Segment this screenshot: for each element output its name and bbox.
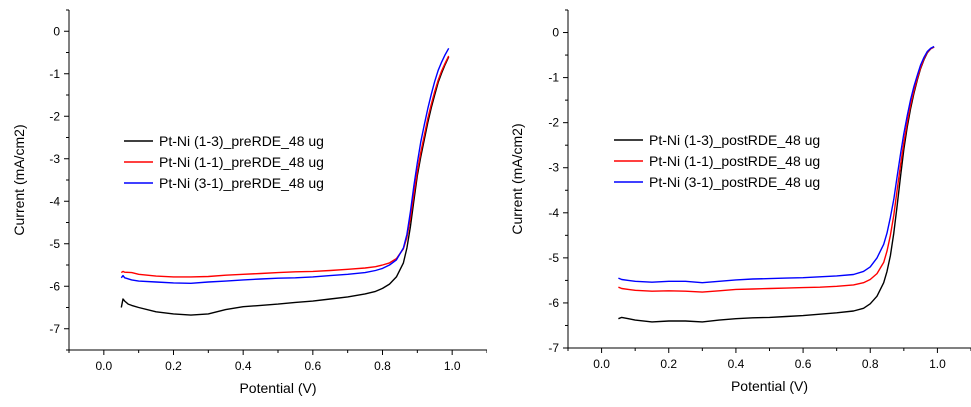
chart-right-svg: 0.0 0.2 0.4 0.6 0.8 1.0 0 -1 -2 -3 -4 -5 -6 -7 Potenti…	[509, 9, 971, 394]
x-tick-label: 0.6	[795, 357, 812, 371]
y-tick-label: -2	[548, 116, 559, 130]
chart-left-svg: 0.0 0.2 0.4 0.6 0.8 1.0 0 -1 -2 -3 -4 -5 -6 -7 Potenti…	[11, 9, 488, 396]
legend-label-3: Pt-Ni (3-1)_preRDE_48 ug	[159, 175, 324, 191]
chart-right: 0.0 0.2 0.4 0.6 0.8 1.0 0 -1 -2 -3 -4 -5 -6 -7 Potenti…	[487, 0, 971, 402]
x-tick-label: 0.8	[862, 357, 879, 371]
x-tick-label: 0.2	[660, 357, 677, 371]
y-tick-label: -7	[49, 322, 60, 336]
series-line-3	[120, 47, 450, 284]
y-axis-label: Current (mA/cm2)	[11, 124, 27, 235]
x-tick-label: 1.0	[444, 359, 461, 373]
y-tick-label: -1	[548, 71, 559, 85]
y-tick-label: -6	[548, 296, 559, 310]
x-tick-label: 0.6	[304, 359, 321, 373]
x-tick-label: 0.8	[374, 359, 391, 373]
y-tick-label: -1	[49, 67, 60, 81]
legend-label-2: Pt-Ni (1-1)_postRDE_48 ug	[649, 153, 820, 169]
legend-label-2: Pt-Ni (1-1)_preRDE_48 ug	[159, 154, 324, 170]
y-tick-label: -4	[548, 206, 559, 220]
x-axis-label: Potential (V)	[731, 378, 808, 394]
y-tick-label: -6	[49, 279, 60, 293]
x-tick-label: 0.4	[728, 357, 745, 371]
legend-label-3: Pt-Ni (3-1)_postRDE_48 ug	[649, 174, 820, 190]
legend-label-1: Pt-Ni (1-3)_preRDE_48 ug	[159, 133, 324, 149]
y-tick-label: 0	[53, 24, 60, 38]
y-tick-label: -3	[548, 161, 559, 175]
y-tick-label: -3	[49, 152, 60, 166]
x-tick-label: 0.0	[593, 357, 610, 371]
y-tick-label: -7	[548, 341, 559, 355]
y-tick-label: -2	[49, 109, 60, 123]
chart-left: 0.0 0.2 0.4 0.6 0.8 1.0 0 -1 -2 -3 -4 -5 -6 -7 Potenti…	[0, 0, 488, 402]
y-tick-label: 0	[552, 26, 559, 40]
x-tick-label: 0.4	[235, 359, 252, 373]
x-tick-label: 0.0	[95, 359, 112, 373]
legend-label-1: Pt-Ni (1-3)_postRDE_48 ug	[649, 132, 820, 148]
series-line-3	[618, 45, 935, 284]
series-line-2	[618, 46, 935, 293]
y-axis-label: Current (mA/cm2)	[509, 123, 525, 234]
series-line-2	[120, 55, 450, 278]
y-tick-label: -5	[548, 251, 559, 265]
y-tick-label: -5	[49, 237, 60, 251]
x-tick-label: 1.0	[929, 357, 946, 371]
series-line-1	[120, 56, 450, 316]
y-tick-label: -4	[49, 194, 60, 208]
x-tick-label: 0.2	[165, 359, 182, 373]
x-axis-label: Potential (V)	[239, 380, 316, 396]
